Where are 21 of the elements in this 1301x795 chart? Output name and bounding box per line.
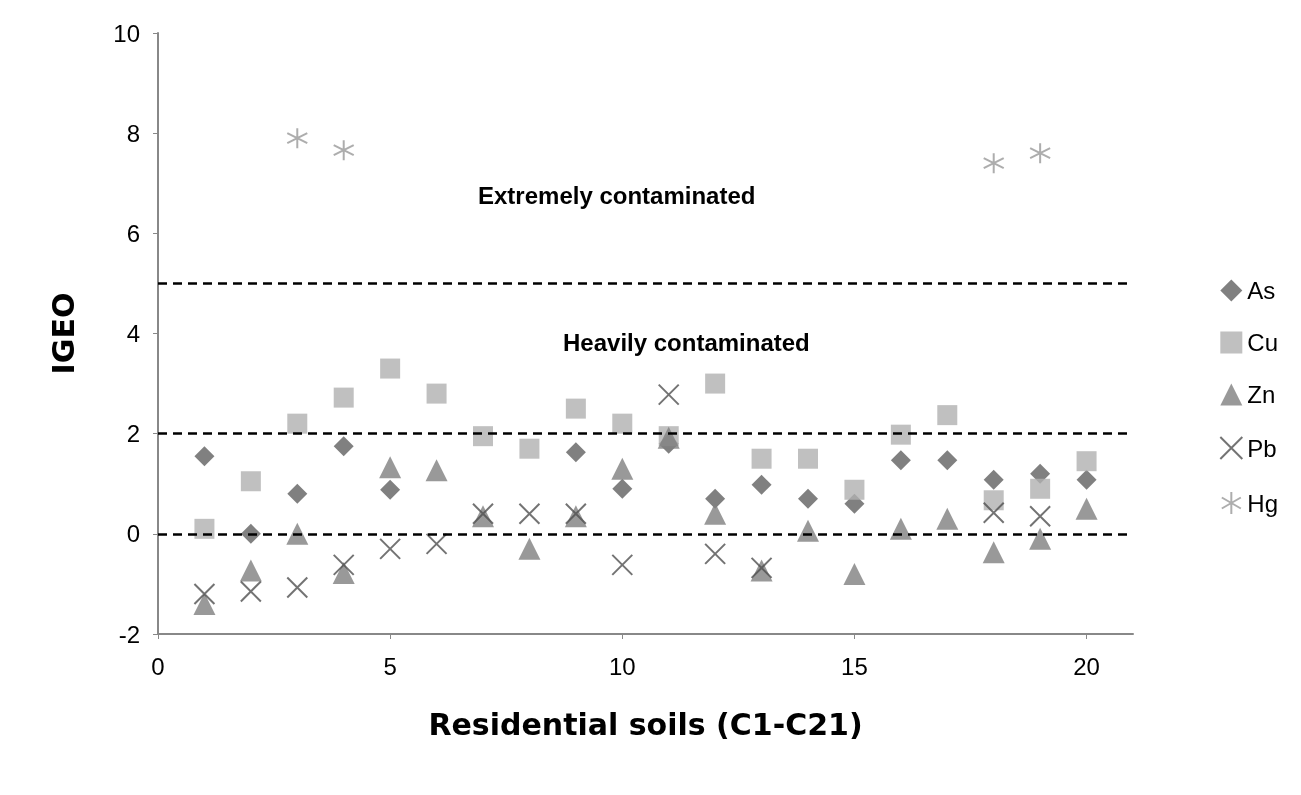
y-tick-label: 6 (126, 219, 140, 247)
annotation: Extremely contaminated (478, 181, 756, 209)
x-tick-label: 15 (841, 652, 868, 680)
y-axis-title: IGEO (45, 292, 81, 375)
legend-label: Cu (1247, 329, 1279, 356)
legend-label: Zn (1247, 381, 1276, 408)
legend-label: Hg (1247, 489, 1279, 517)
x-tick-label: 5 (383, 652, 397, 680)
y-tick-label: 4 (126, 320, 140, 347)
y-tick-label: 2 (126, 420, 140, 448)
x-tick-label: 0 (151, 652, 165, 680)
annotation: Heavily contaminated (563, 328, 810, 356)
legend-label: As (1247, 277, 1276, 304)
y-tick-label: 8 (126, 119, 140, 147)
x-axis-title: Residential soils (C1-C21) (428, 706, 863, 742)
y-tick-label: -2 (118, 620, 140, 648)
y-tick-label: 10 (113, 19, 140, 47)
legend-label: Pb (1247, 434, 1277, 462)
x-tick-label: 20 (1073, 652, 1100, 680)
x-tick-label: 10 (608, 652, 636, 680)
y-tick-label: 0 (126, 520, 140, 548)
